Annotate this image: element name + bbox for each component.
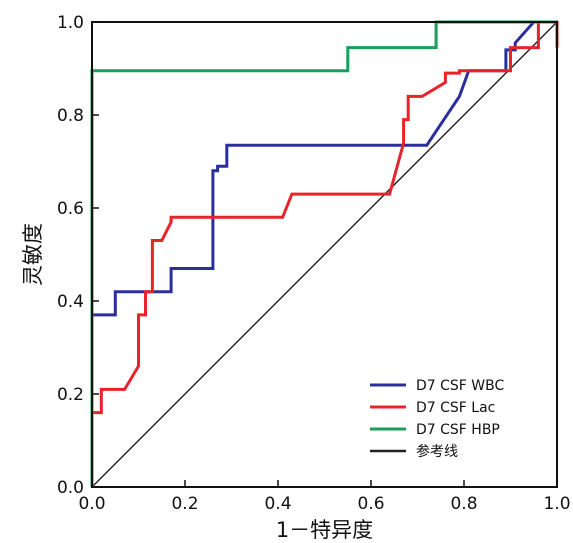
legend-label: D7 CSF HBP [416, 422, 500, 438]
plot-frame [91, 21, 558, 488]
y-tick-label: 0.0 [57, 478, 84, 498]
x-axis-title: 1－特异度 [276, 518, 373, 542]
y-tick-label: 0.2 [57, 385, 84, 405]
y-tick-label: 0.6 [57, 199, 84, 219]
x-tick-label: 0.4 [264, 494, 291, 514]
legend-label: D7 CSF WBC [416, 378, 505, 394]
y-tick-label: 0.4 [57, 292, 84, 312]
legend-label: D7 CSF Lac [416, 400, 495, 416]
y-tick-label: 1.0 [57, 13, 84, 33]
y-axis-title: 灵敏度 [21, 223, 45, 286]
legend: D7 CSF WBC D7 CSF Lac D7 CSF HBP 参考线 [370, 378, 505, 460]
x-tick-label: 0.0 [78, 494, 105, 514]
series-line-3 [91, 21, 558, 488]
x-tick-label: 0.6 [357, 494, 384, 514]
axis-ticks [91, 21, 558, 488]
series-line-0 [90, 20, 557, 487]
legend-label: 参考线 [416, 443, 458, 460]
x-tick-label: 0.8 [450, 494, 477, 514]
x-tick-label: 1.0 [543, 494, 570, 514]
y-tick-label: 0.8 [57, 106, 84, 126]
series-line-1 [90, 20, 559, 487]
plot-lines [90, 20, 559, 488]
x-tick-label: 0.2 [171, 494, 198, 514]
axis-tick-labels: 0.0 0.2 0.4 0.6 0.8 1.0 0.0 0.2 0.4 0.6 0.8 1.0 [57, 13, 571, 514]
